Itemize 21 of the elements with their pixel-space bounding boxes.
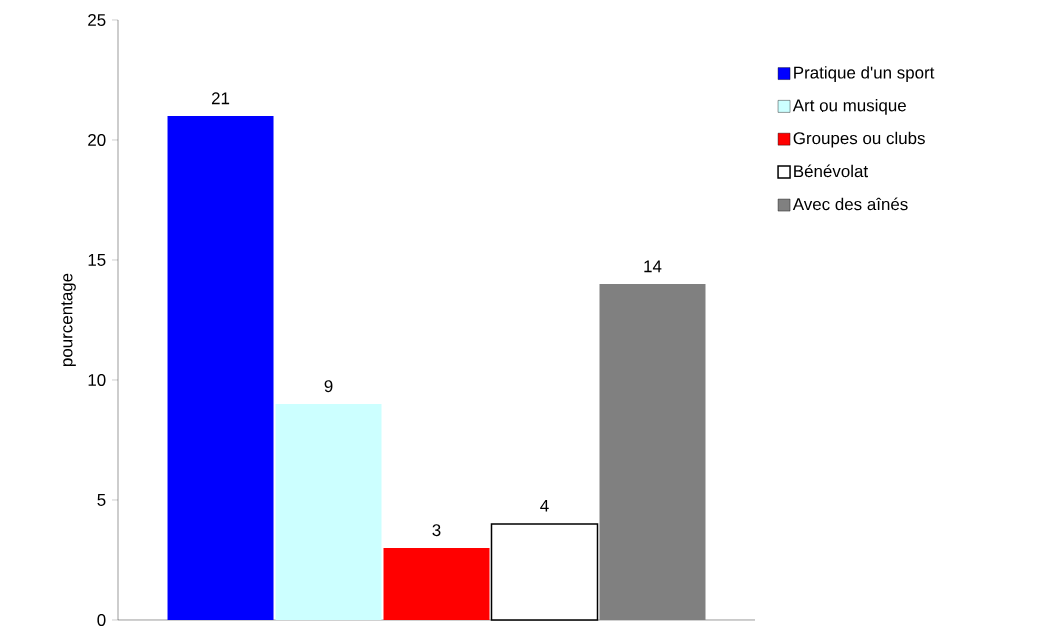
data-label: 4 [540, 499, 549, 512]
legend-label: Avec des aînés [792, 197, 908, 211]
bar [383, 547, 490, 620]
y-tick-label: 25 [88, 13, 106, 26]
legend-label: Art ou musique [792, 98, 906, 115]
legend-label: Bénévolat [794, 164, 868, 178]
legend-label: Pratique d'un sport [794, 66, 935, 82]
y-tick-label: 5 [97, 494, 106, 506]
y-tick-label: 20 [88, 133, 106, 146]
legend-label: Groupes ou clubs [793, 131, 925, 148]
y-tick-label: 15 [88, 254, 106, 266]
y-axis-title: pourcentage [61, 273, 76, 366]
data-label: 14 [644, 260, 662, 273]
bar [275, 403, 382, 620]
bar [167, 115, 274, 620]
data-label: 3 [432, 524, 441, 537]
y-tick-label: 0 [97, 613, 106, 626]
y-tick-label: 10 [88, 373, 106, 386]
data-label: 21 [211, 92, 230, 105]
bar [599, 283, 706, 620]
data-label: 9 [324, 380, 333, 393]
